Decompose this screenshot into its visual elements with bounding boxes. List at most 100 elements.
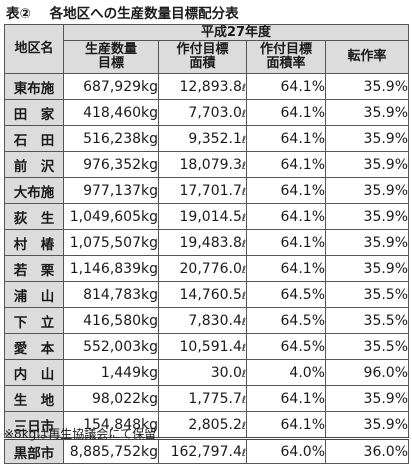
area-unit: ℓ xyxy=(241,290,246,302)
production-target: 1,449kg xyxy=(63,359,159,386)
planting-area-rate: 64.5% xyxy=(246,333,326,360)
area-name: 前 沢 xyxy=(4,151,64,178)
table-caption: 表② 各地区への生産数量目標配分表 xyxy=(6,2,239,22)
conversion-rate: 96.0% xyxy=(324,359,410,386)
area-name: 三日市 xyxy=(4,411,64,439)
table-row: 大布施 977,137kg 17,701.7ℓ 64.1% 35.9% xyxy=(4,177,410,204)
conversion-rate: 35.9% xyxy=(324,177,410,204)
area-name: 田 家 xyxy=(4,99,64,126)
area-unit: ℓ xyxy=(241,342,246,354)
planting-area-rate: 64.1% xyxy=(246,99,326,126)
planting-area: 17,701.7ℓ xyxy=(158,177,247,204)
table-row: 生 地 98,022kg 1,775.7ℓ 64.1% 35.9% xyxy=(4,385,410,412)
area-unit: ℓ xyxy=(241,212,246,224)
planting-area: 7,830.4ℓ xyxy=(158,307,247,334)
planting-area: 19,483.8ℓ xyxy=(158,229,247,256)
planting-area: 19,014.5ℓ xyxy=(158,203,247,230)
conversion-rate: 35.5% xyxy=(324,307,410,334)
production-target: 552,003kg xyxy=(63,333,159,360)
production-target: 976,352kg xyxy=(63,151,159,178)
header-planting-area-rate: 作付目標 面積率 xyxy=(246,40,326,74)
area-name: 内 山 xyxy=(4,359,64,386)
planting-area-rate: 64.1% xyxy=(246,255,326,282)
planting-area: 1,775.7ℓ xyxy=(158,385,247,412)
production-target: 154,848kg xyxy=(63,411,159,439)
planting-area: 14,760.5ℓ xyxy=(158,281,247,308)
area-unit: ℓ xyxy=(241,108,246,120)
conversion-rate: 35.9% xyxy=(324,411,410,439)
production-target: 687,929kg xyxy=(63,73,159,100)
planting-area: 9,352.1ℓ xyxy=(158,125,247,152)
area-name: 荻 生 xyxy=(4,203,64,230)
planting-area-rate: 64.1% xyxy=(246,229,326,256)
area-unit: ℓ xyxy=(241,264,246,276)
production-target: 814,783kg xyxy=(63,281,159,308)
table-row: 田 家 418,460kg 7,703.0ℓ 64.1% 35.9% xyxy=(4,99,410,126)
planting-area-rate: 4.0% xyxy=(246,359,326,386)
planting-area-rate: 64.5% xyxy=(246,281,326,308)
area-unit: ℓ xyxy=(241,134,246,146)
table-row: 石 田 516,238kg 9,352.1ℓ 64.1% 35.9% xyxy=(4,125,410,152)
header-planting-area: 作付目標 面積 xyxy=(158,40,247,74)
area-unit: ℓ xyxy=(241,160,246,172)
production-target: 1,146,839kg xyxy=(63,255,159,282)
conversion-rate: 35.9% xyxy=(324,125,410,152)
area-name: 生 地 xyxy=(4,385,64,412)
planting-area-rate: 64.1% xyxy=(246,73,326,100)
header-area: 地区名 xyxy=(4,24,64,74)
planting-area: 20,776.0ℓ xyxy=(158,255,247,282)
area-unit: ℓ xyxy=(241,447,246,459)
planting-area: 18,079.3ℓ xyxy=(158,151,247,178)
table-row: 浦 山 814,783kg 14,760.5ℓ 64.5% 35.5% xyxy=(4,281,410,308)
table-row: 下 立 416,580kg 7,830.4ℓ 64.5% 35.5% xyxy=(4,307,410,334)
table-row: 東布施 687,929kg 12,893.8ℓ 64.1% 35.9% xyxy=(4,73,410,100)
area-name: 下 立 xyxy=(4,307,64,334)
planting-area-rate: 64.1% xyxy=(246,177,326,204)
header-conversion-rate: 転作率 xyxy=(324,40,410,74)
area-unit: ℓ xyxy=(241,186,246,198)
conversion-rate: 35.9% xyxy=(324,229,410,256)
table-row: 荻 生 1,049,605kg 19,014.5ℓ 64.1% 35.9% xyxy=(4,203,410,230)
conversion-rate: 35.9% xyxy=(324,203,410,230)
production-target: 418,460kg xyxy=(63,99,159,126)
table-row: 愛 本 552,003kg 10,591.4ℓ 64.5% 35.5% xyxy=(4,333,410,360)
conversion-rate: 35.9% xyxy=(324,255,410,282)
planting-area: 7,703.0ℓ xyxy=(158,99,247,126)
area-unit: ℓ xyxy=(241,238,246,250)
planting-area-rate: 64.1% xyxy=(246,125,326,152)
area-name: 浦 山 xyxy=(4,281,64,308)
area-unit: ℓ xyxy=(241,316,246,328)
area-name: 黒部市 xyxy=(4,437,64,464)
production-target: 416,580kg xyxy=(63,307,159,334)
header-year: 平成27年度 xyxy=(62,24,410,41)
table-row: 村 椿 1,075,507kg 19,483.8ℓ 64.1% 35.9% xyxy=(4,229,410,256)
table-row: 内 山 1,449kg 30.0ℓ 4.0% 96.0% xyxy=(4,359,410,386)
production-target: 98,022kg xyxy=(63,385,159,412)
production-target: 1,075,507kg xyxy=(63,229,159,256)
conversion-rate: 35.5% xyxy=(324,281,410,308)
planting-area-rate: 64.1% xyxy=(246,151,326,178)
conversion-rate: 36.0% xyxy=(324,437,410,464)
conversion-rate: 35.9% xyxy=(324,99,410,126)
conversion-rate: 35.9% xyxy=(324,385,410,412)
production-target: 8,885,752kg xyxy=(63,437,159,464)
conversion-rate: 35.9% xyxy=(324,151,410,178)
table-row: 前 沢 976,352kg 18,079.3ℓ 64.1% 35.9% xyxy=(4,151,410,178)
area-unit: ℓ xyxy=(241,420,246,432)
planting-area-rate: 64.1% xyxy=(246,203,326,230)
footnote: ※8kgは再生協議会にて保留 xyxy=(4,427,157,441)
area-name: 若 栗 xyxy=(4,255,64,282)
area-unit: ℓ xyxy=(241,82,246,94)
allocation-table: 地区名 平成27年度 生産数量 目標 作付目標 面積 作付目標 面積率 転作率 東布施 687… xyxy=(4,24,410,464)
table-row: 三日市 154,848kg 2,805.2ℓ 64.1% 35.9% xyxy=(4,411,410,439)
area-unit: ℓ xyxy=(241,368,246,380)
area-name: 石 田 xyxy=(4,125,64,152)
area-name: 愛 本 xyxy=(4,333,64,360)
planting-area-rate: 64.1% xyxy=(246,411,326,439)
planting-area: 2,805.2ℓ xyxy=(158,411,247,439)
total-row: 黒部市 8,885,752kg 162,797.4ℓ 64.0% 36.0% xyxy=(4,437,410,464)
production-target: 977,137kg xyxy=(63,177,159,204)
production-target: 516,238kg xyxy=(63,125,159,152)
planting-area: 30.0ℓ xyxy=(158,359,247,386)
table-row: 若 栗 1,146,839kg 20,776.0ℓ 64.1% 35.9% xyxy=(4,255,410,282)
